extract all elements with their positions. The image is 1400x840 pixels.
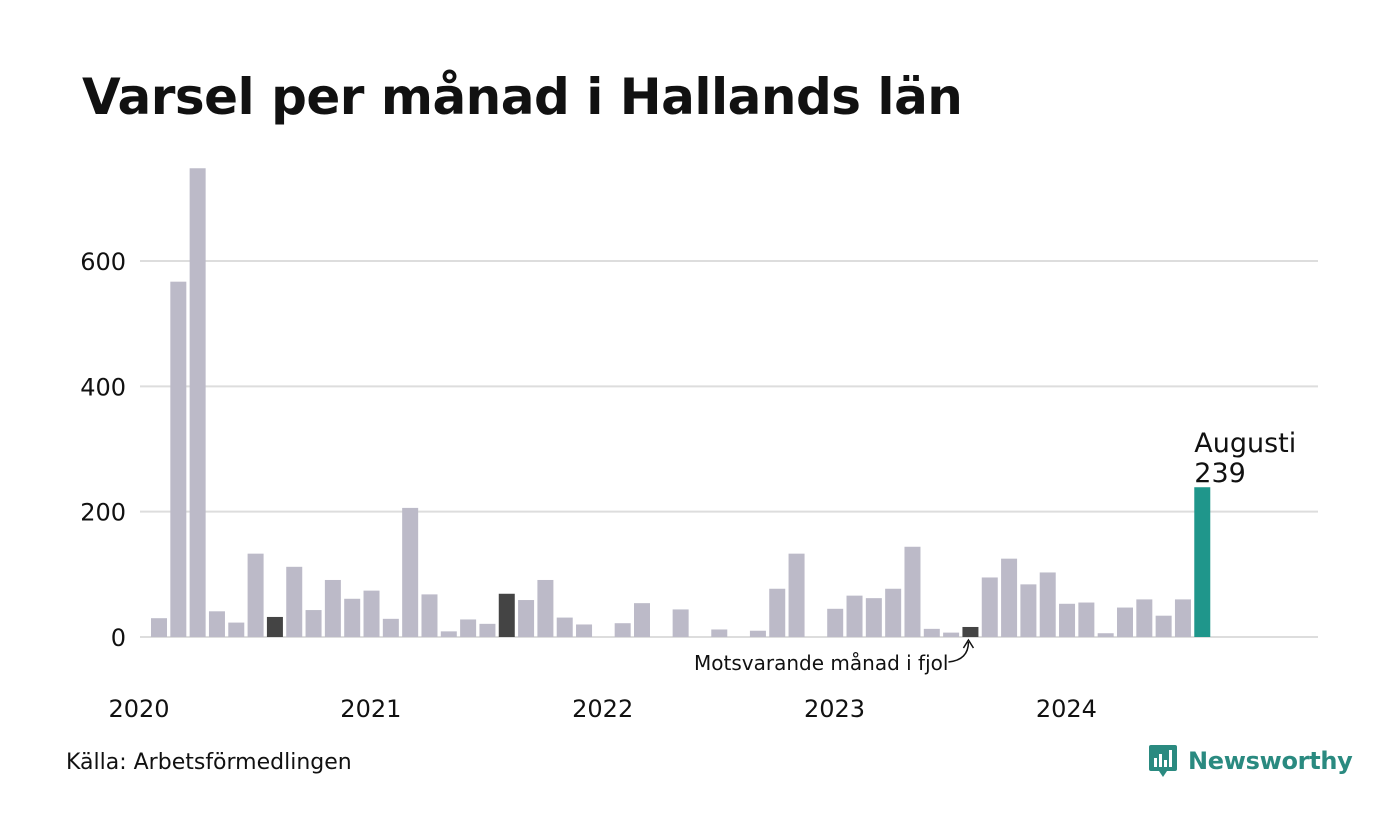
bar bbox=[865, 598, 882, 637]
bar bbox=[962, 626, 979, 637]
annotation-label: Motsvarande månad i fjol bbox=[694, 651, 948, 675]
bar bbox=[1174, 599, 1191, 637]
bar bbox=[788, 553, 805, 637]
x-tick-label: 2023 bbox=[804, 695, 865, 723]
bar bbox=[324, 579, 341, 637]
y-tick-label: 400 bbox=[80, 373, 126, 401]
bar bbox=[827, 608, 844, 637]
highlight-month-label: Augusti bbox=[1194, 428, 1296, 459]
brand-logo: Newsworthy bbox=[1148, 744, 1353, 778]
bar bbox=[634, 603, 650, 637]
bar bbox=[1097, 633, 1114, 637]
bar bbox=[382, 618, 399, 637]
bar bbox=[305, 610, 322, 637]
bar bbox=[170, 281, 187, 637]
bar bbox=[189, 168, 206, 637]
bar bbox=[1039, 572, 1056, 637]
bar bbox=[1136, 599, 1153, 637]
x-tick-label: 2020 bbox=[108, 695, 169, 723]
source-note: Källa: Arbetsförmedlingen bbox=[66, 750, 352, 775]
bar bbox=[228, 622, 245, 637]
highlight-value-label: 239 bbox=[1194, 458, 1246, 489]
bar bbox=[286, 566, 303, 637]
bar bbox=[749, 630, 766, 637]
bar bbox=[1020, 584, 1037, 637]
bar bbox=[1117, 607, 1133, 637]
annotation-arrowhead bbox=[962, 638, 975, 649]
bar bbox=[1078, 602, 1095, 637]
bar bbox=[769, 588, 786, 637]
bar bbox=[151, 618, 167, 637]
annotation-arrow bbox=[948, 641, 970, 663]
bar bbox=[460, 619, 477, 637]
x-tick-label: 2024 bbox=[1036, 695, 1097, 723]
bar bbox=[402, 507, 419, 637]
newsworthy-logo-icon bbox=[1149, 745, 1177, 777]
chart-title: Varsel per månad i Hallands län bbox=[82, 68, 963, 126]
bar bbox=[344, 598, 361, 637]
bar bbox=[537, 579, 554, 637]
bar bbox=[981, 577, 998, 637]
bar bbox=[208, 611, 225, 637]
bar bbox=[885, 588, 902, 637]
bar bbox=[846, 595, 863, 637]
bar bbox=[576, 624, 593, 637]
y-tick-label: 0 bbox=[111, 624, 126, 652]
bar bbox=[904, 546, 921, 637]
bar bbox=[266, 616, 283, 637]
brand-name: Newsworthy bbox=[1188, 747, 1353, 775]
bar bbox=[498, 593, 515, 637]
bar bbox=[479, 623, 496, 637]
bar bbox=[711, 629, 728, 637]
bar bbox=[440, 631, 457, 637]
bar bbox=[672, 609, 689, 637]
bar bbox=[1155, 615, 1172, 637]
bar bbox=[556, 617, 573, 637]
bar bbox=[363, 590, 380, 637]
x-tick-label: 2021 bbox=[340, 695, 401, 723]
bar bbox=[943, 632, 960, 637]
y-tick-label: 600 bbox=[80, 248, 126, 276]
bar bbox=[614, 623, 631, 637]
y-tick-label: 200 bbox=[80, 499, 126, 527]
bar bbox=[1001, 558, 1018, 637]
bar bbox=[1059, 603, 1076, 637]
bar bbox=[247, 553, 264, 637]
highlight-bar bbox=[1194, 487, 1211, 637]
x-tick-label: 2022 bbox=[572, 695, 633, 723]
bar bbox=[518, 600, 535, 637]
bar bbox=[923, 628, 940, 637]
bar bbox=[421, 594, 438, 637]
